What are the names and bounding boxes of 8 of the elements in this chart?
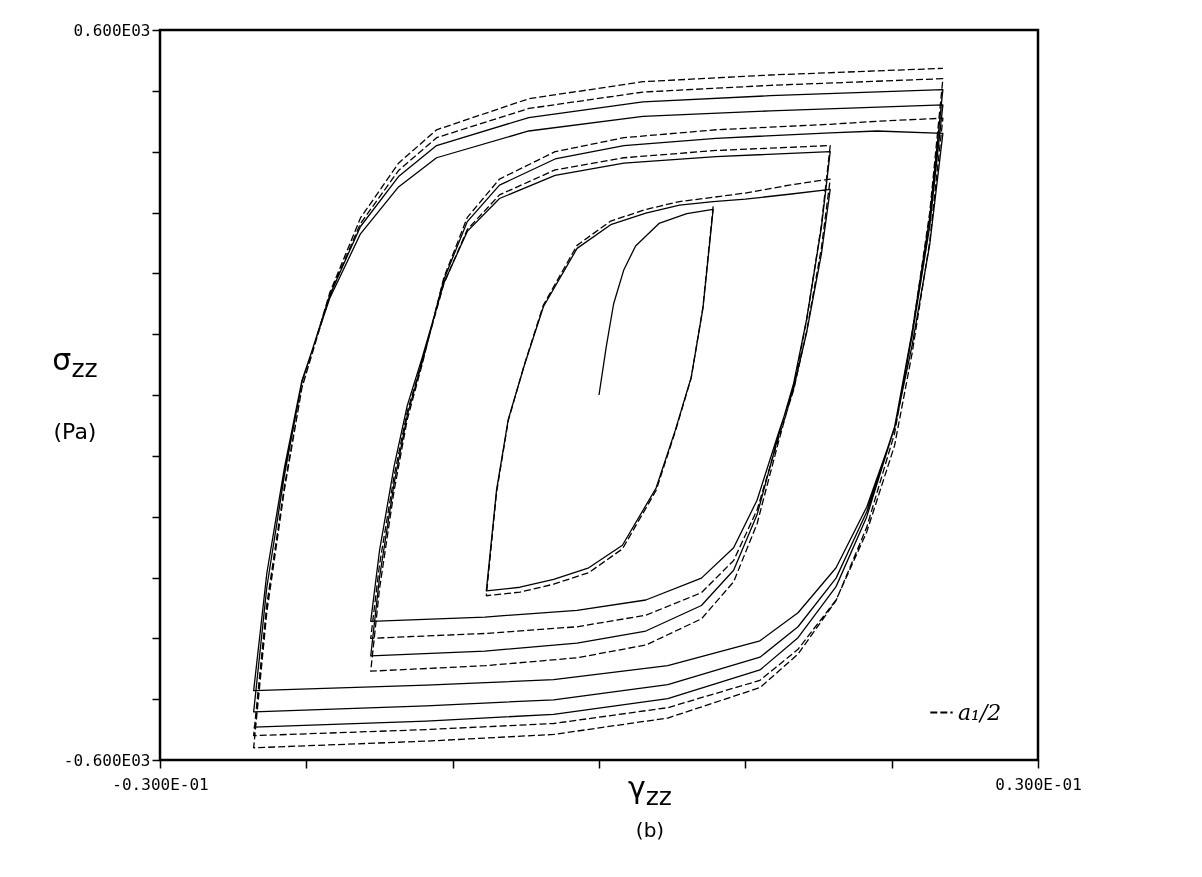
y-tick-label: -0.600E03 [63, 750, 151, 770]
x-axis-title: γ$_{zz}$ [627, 770, 673, 811]
x-tick-label: -0.300E-01 [112, 774, 209, 794]
text: (b) [634, 818, 666, 842]
text: σ$_{zz}$ (Pa) [52, 342, 98, 444]
legend-label: a₁/2 [958, 699, 1002, 725]
y-tick-label: 0.600E03 [73, 20, 151, 40]
x-tick-label: 0.300E-01 [995, 774, 1082, 794]
